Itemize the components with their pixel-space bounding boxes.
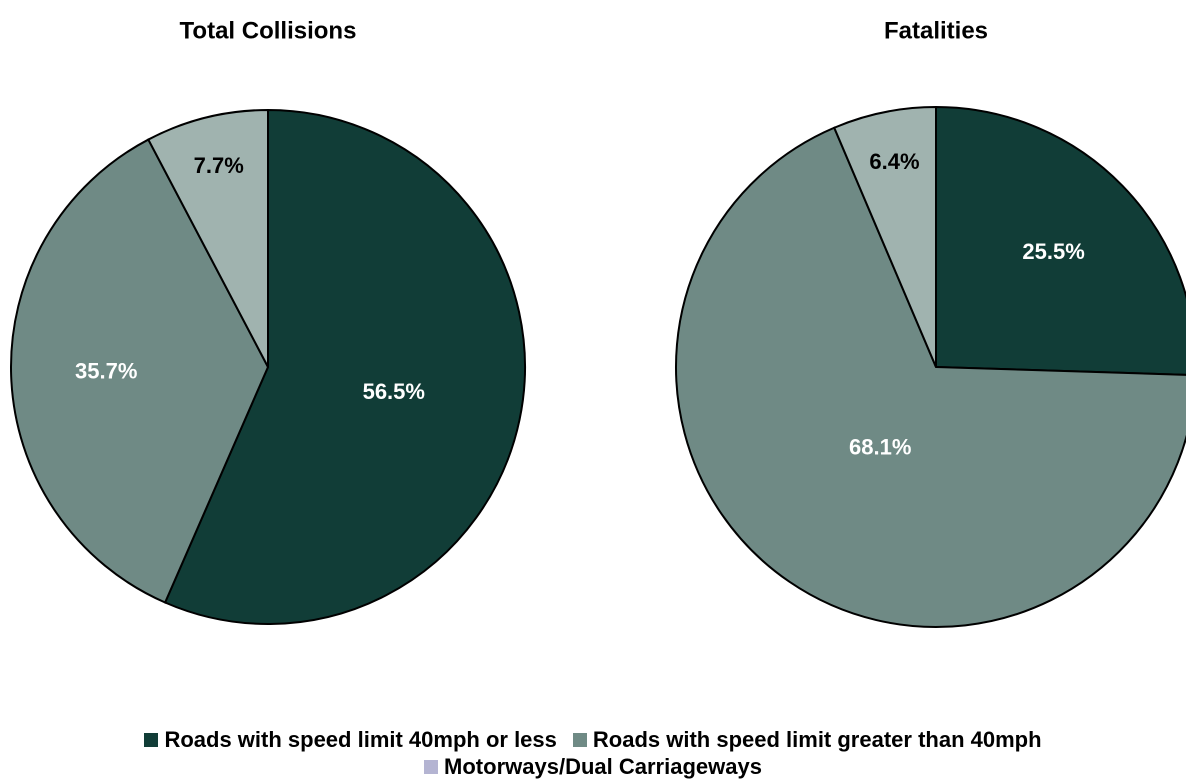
pie-slice xyxy=(935,105,1186,376)
pie-slice xyxy=(146,108,269,368)
data-label: 25.5% xyxy=(1022,239,1084,264)
pie-slice xyxy=(832,105,937,368)
pie-slice xyxy=(675,126,1186,628)
legend-label: Roads with speed limit 40mph or less xyxy=(164,727,557,752)
legend-label: Roads with speed limit greater than 40mp… xyxy=(592,727,1042,752)
legend-swatch xyxy=(572,732,587,747)
legend-item: Roads with speed limit 40mph or less xyxy=(144,726,557,753)
legend-item: Roads with speed limit greater than 40mp… xyxy=(572,726,1042,753)
data-label: 35.7% xyxy=(75,359,137,384)
legend: Roads with speed limit 40mph or less Road… xyxy=(0,726,1186,780)
chart-title: Total Collisions xyxy=(180,17,357,44)
data-label: 6.4% xyxy=(869,149,919,174)
pie-slice xyxy=(163,108,526,625)
chart-title: Fatalities xyxy=(884,17,988,44)
charts: Total Collisions 56.5% 35.7% 7.7% Fatalities… xyxy=(10,17,1186,628)
legend-swatch xyxy=(424,759,439,774)
data-label: 7.7% xyxy=(194,153,244,178)
pie-slice xyxy=(10,138,270,604)
legend-item: Motorways/Dual Carriageways xyxy=(424,753,762,780)
legend-swatch xyxy=(144,732,159,747)
legend-label: Motorways/Dual Carriageways xyxy=(444,754,762,779)
data-label: 68.1% xyxy=(849,434,911,459)
data-label: 56.5% xyxy=(363,379,425,404)
